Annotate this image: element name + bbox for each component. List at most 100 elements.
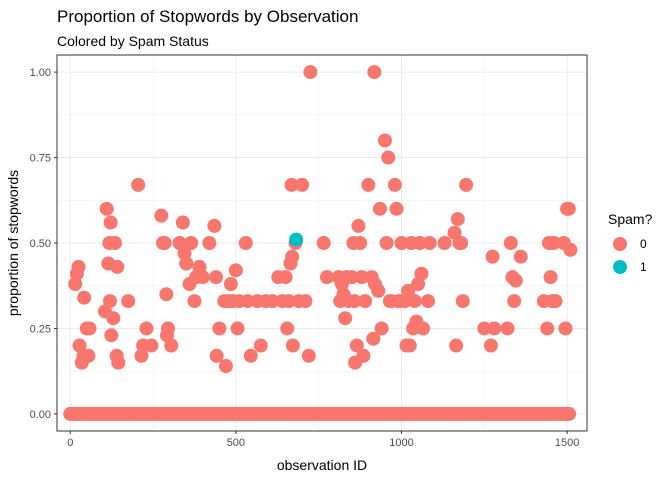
data-point-series-0 — [374, 321, 389, 336]
x-tick-label: 1000 — [389, 437, 413, 449]
data-point-series-0 — [285, 338, 300, 353]
data-point-series-0 — [159, 287, 174, 302]
data-point-series-0 — [477, 321, 492, 336]
x-axis: 0 500 1000 1500 — [67, 431, 579, 449]
data-point-series-0 — [230, 321, 245, 336]
data-point-series-0 — [389, 201, 404, 216]
data-point-series-0 — [394, 236, 409, 250]
data-point-series-0 — [412, 236, 427, 250]
data-point-series-0 — [361, 177, 376, 192]
data-point-series-0 — [358, 294, 373, 309]
data-point-series-0 — [228, 263, 243, 278]
data-point-series-0 — [401, 283, 416, 298]
data-point-series-0 — [187, 294, 202, 309]
data-point-series-0 — [134, 348, 149, 363]
y-tick-label: 0.75 — [30, 153, 51, 165]
legend-label-1: 1 — [640, 260, 647, 274]
legend-label-0: 0 — [640, 237, 647, 251]
data-point-series-0 — [558, 321, 573, 336]
data-point-series-0 — [546, 236, 561, 250]
data-point-series-0 — [347, 294, 362, 309]
legend-key-0 — [613, 237, 627, 251]
data-point-series-0 — [139, 321, 154, 336]
data-point-series-0 — [459, 177, 474, 192]
data-point-series-0 — [548, 294, 563, 309]
data-point-series-0 — [265, 294, 280, 309]
data-point-series-0 — [103, 215, 118, 230]
data-point-series-0 — [71, 259, 86, 274]
data-point-series-0 — [298, 294, 313, 309]
x-tick-label: 500 — [227, 437, 245, 449]
data-point-series-0 — [319, 270, 334, 285]
data-point-series-0 — [284, 177, 299, 192]
data-point-series-0 — [540, 321, 555, 336]
data-point-series-0 — [106, 311, 121, 326]
data-point-series-0 — [513, 249, 528, 264]
x-tick-label: 1500 — [555, 437, 579, 449]
data-point-series-0 — [487, 321, 502, 336]
data-point-series-0 — [164, 338, 179, 353]
data-point-series-0 — [160, 321, 175, 336]
data-point-series-0 — [107, 236, 122, 250]
data-point-series-0 — [356, 348, 371, 363]
data-point-series-0 — [240, 294, 255, 309]
data-point-series-0 — [68, 277, 83, 292]
data-point-series-0 — [543, 270, 558, 285]
data-point-series-0 — [104, 328, 119, 343]
data-point-series-0 — [157, 236, 172, 250]
data-point-series-0 — [303, 65, 318, 80]
data-point-series-0 — [437, 236, 452, 250]
chart-title: Proportion of Stopwords by Observation — [57, 7, 358, 26]
data-point-series-0 — [154, 208, 169, 223]
data-point-series-0 — [218, 359, 233, 374]
data-point-series-0 — [416, 321, 431, 336]
legend-key-1 — [613, 260, 627, 274]
chart-subtitle: Colored by Spam Status — [57, 33, 209, 49]
data-point-series-0 — [99, 201, 114, 216]
data-point-series-0 — [500, 321, 515, 336]
data-point-series-0 — [301, 348, 316, 363]
legend: Spam? 0 1 — [608, 211, 653, 274]
data-point-series-0 — [285, 249, 300, 264]
data-point-series-0 — [111, 355, 126, 370]
data-point-series-0 — [195, 270, 210, 285]
data-point-series-0 — [77, 290, 92, 305]
data-point-series-0 — [278, 270, 293, 285]
data-point-series-0 — [402, 338, 417, 353]
data-point-series-0 — [371, 283, 386, 298]
data-point-series-0 — [349, 338, 364, 353]
data-point-series-0 — [177, 246, 192, 261]
data-point-series-0 — [281, 294, 296, 309]
y-tick-label: 0.50 — [30, 238, 51, 250]
data-point-series-0 — [131, 177, 146, 192]
data-point-series-0 — [243, 348, 258, 363]
data-point-series-0 — [562, 406, 577, 421]
data-point-series-0 — [316, 236, 331, 250]
data-point-series-0 — [209, 270, 223, 285]
x-axis-title: observation ID — [277, 457, 367, 473]
data-point-series-0 — [561, 201, 576, 216]
data-point-series-0 — [407, 294, 422, 309]
data-point-series-0 — [485, 249, 500, 264]
data-point-series-0 — [483, 338, 498, 353]
data-point-series-0 — [449, 338, 464, 353]
data-point-series-0 — [280, 321, 295, 336]
data-point-series-0 — [209, 348, 224, 363]
data-point-series-0 — [351, 218, 366, 233]
data-points — [63, 65, 578, 421]
legend-title: Spam? — [608, 211, 653, 227]
y-tick-label: 0.25 — [30, 323, 51, 335]
data-point-series-0 — [450, 212, 465, 227]
data-point-series-0 — [110, 259, 125, 274]
data-point-series-0 — [421, 294, 435, 309]
data-point-series-0 — [121, 294, 136, 309]
data-point-series-0 — [379, 236, 394, 250]
data-point-series-0 — [422, 236, 437, 250]
data-point-series-0 — [563, 242, 578, 257]
data-point-series-0 — [338, 311, 353, 326]
data-point-series-0 — [253, 338, 268, 353]
y-tick-label: 0.00 — [30, 409, 51, 421]
data-point-series-0 — [103, 294, 117, 309]
data-point-series-0 — [377, 133, 392, 148]
